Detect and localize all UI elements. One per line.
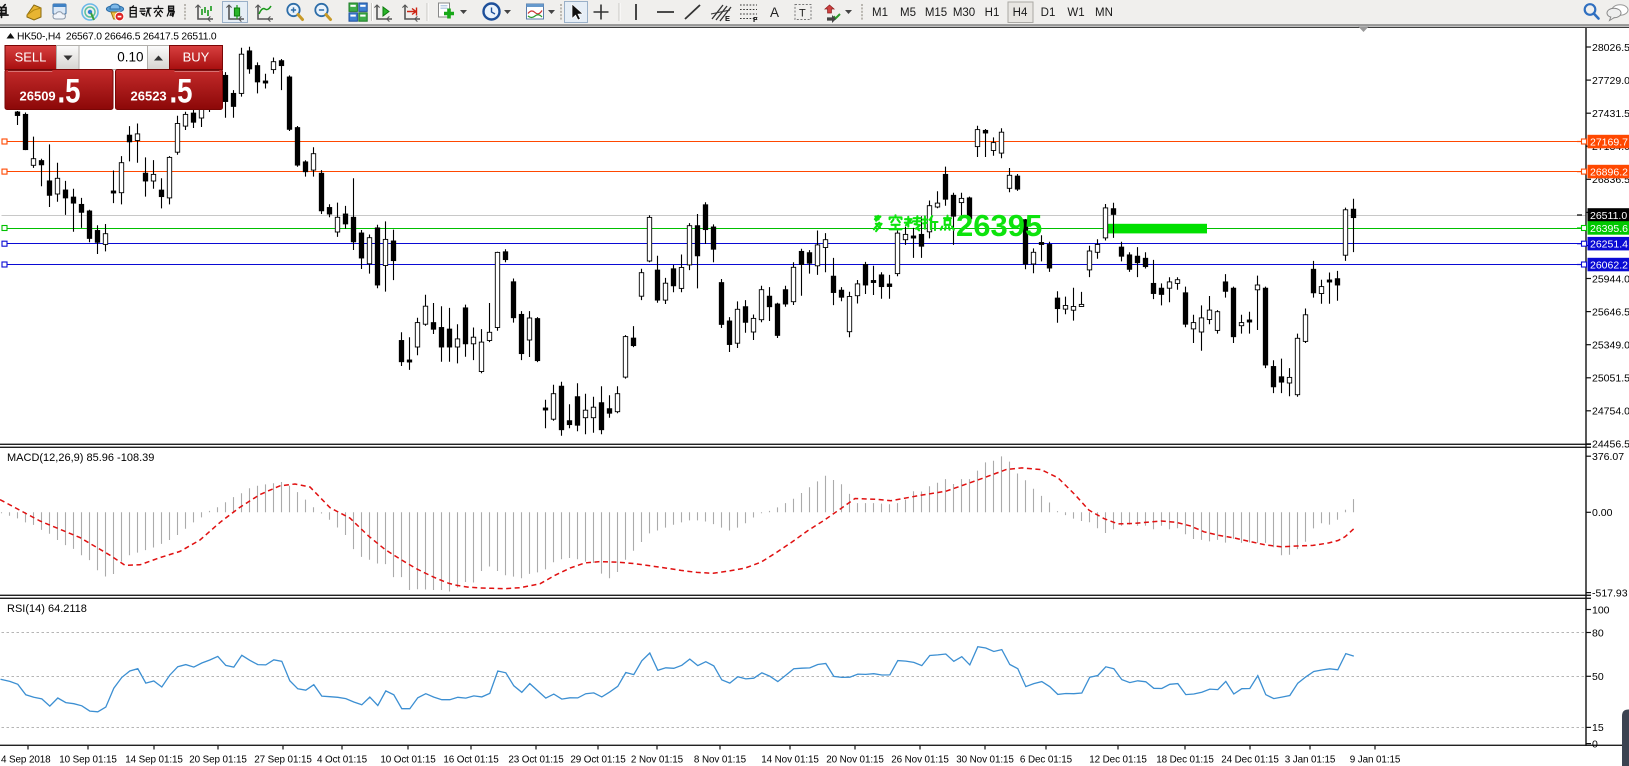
svg-text:H4: H4 (1013, 7, 1028, 19)
svg-text:26896.2: 26896.2 (1590, 166, 1628, 178)
svg-text:26251.4: 26251.4 (1590, 239, 1628, 251)
svg-text:MACD(12,26,9) 85.96 -108.39: MACD(12,26,9) 85.96 -108.39 (7, 452, 154, 464)
svg-text:RSI(14) 64.2118: RSI(14) 64.2118 (7, 603, 87, 615)
svg-text:F: F (753, 15, 758, 24)
svg-text:W1: W1 (1067, 7, 1084, 19)
svg-text:26 Nov 01:15: 26 Nov 01:15 (891, 755, 949, 766)
svg-text:25349.0: 25349.0 (1592, 340, 1629, 352)
svg-text:M1: M1 (872, 7, 888, 19)
svg-text:8 Nov 01:15: 8 Nov 01:15 (694, 755, 747, 766)
svg-text:24754.0: 24754.0 (1592, 406, 1629, 418)
svg-text:10 Sep 01:15: 10 Sep 01:15 (59, 755, 117, 766)
svg-text:27729.0: 27729.0 (1592, 75, 1629, 87)
svg-text:4 Sep 2018: 4 Sep 2018 (1, 755, 51, 766)
svg-text:14 Sep 01:15: 14 Sep 01:15 (125, 755, 183, 766)
svg-text:26509: 26509 (20, 89, 56, 104)
svg-text:M30: M30 (953, 7, 975, 19)
svg-text:50: 50 (1592, 671, 1604, 683)
svg-text:28026.5: 28026.5 (1592, 42, 1629, 54)
svg-text:4 Oct 01:15: 4 Oct 01:15 (317, 755, 368, 766)
svg-text:30 Nov 01:15: 30 Nov 01:15 (956, 755, 1014, 766)
svg-text:A: A (770, 5, 779, 20)
svg-text:2 Nov 01:15: 2 Nov 01:15 (631, 755, 684, 766)
svg-text:27431.5: 27431.5 (1592, 108, 1629, 120)
svg-text:14 Nov 01:15: 14 Nov 01:15 (761, 755, 819, 766)
svg-text:D1: D1 (1041, 7, 1056, 19)
svg-text:15: 15 (1592, 722, 1604, 734)
svg-text:26062.2: 26062.2 (1590, 259, 1628, 271)
svg-text:16 Oct 01:15: 16 Oct 01:15 (443, 755, 499, 766)
svg-text:26395: 26395 (956, 208, 1042, 243)
svg-text:0.10: 0.10 (117, 50, 143, 65)
svg-text:27169.7: 27169.7 (1590, 136, 1628, 148)
svg-text:9 Jan 01:15: 9 Jan 01:15 (1350, 755, 1401, 766)
svg-text:SELL: SELL (15, 50, 47, 65)
svg-text:M5: M5 (900, 7, 916, 19)
svg-text:26511.0: 26511.0 (1590, 210, 1627, 222)
svg-text:80: 80 (1592, 627, 1604, 639)
svg-text:24 Dec 01:15: 24 Dec 01:15 (1221, 755, 1279, 766)
svg-text:MN: MN (1095, 7, 1113, 19)
svg-text:24456.5: 24456.5 (1592, 439, 1629, 451)
svg-text:27 Sep 01:15: 27 Sep 01:15 (254, 755, 312, 766)
svg-text:26395.6: 26395.6 (1590, 223, 1628, 235)
svg-text:HK50-,H4 26567.0 26646.5 2641: HK50-,H4 26567.0 26646.5 26417.5 26511.0 (17, 32, 217, 43)
svg-text:E: E (725, 14, 730, 23)
svg-text:29 Oct 01:15: 29 Oct 01:15 (570, 755, 626, 766)
svg-text:.5: .5 (170, 73, 193, 111)
svg-text:3 Jan 01:15: 3 Jan 01:15 (1285, 755, 1336, 766)
svg-text:0: 0 (1592, 738, 1598, 750)
svg-text:10 Oct 01:15: 10 Oct 01:15 (380, 755, 436, 766)
svg-text:6 Dec 01:15: 6 Dec 01:15 (1020, 755, 1073, 766)
svg-text:26523: 26523 (131, 89, 167, 104)
svg-text:20 Nov 01:15: 20 Nov 01:15 (826, 755, 884, 766)
svg-text:18 Dec 01:15: 18 Dec 01:15 (1156, 755, 1214, 766)
svg-text:-517.93: -517.93 (1592, 587, 1628, 599)
svg-text:376.07: 376.07 (1592, 451, 1624, 463)
svg-text:100: 100 (1592, 604, 1610, 616)
svg-text:M15: M15 (925, 7, 947, 19)
svg-text:12 Dec 01:15: 12 Dec 01:15 (1089, 755, 1147, 766)
svg-text:T: T (799, 8, 806, 20)
svg-text:H1: H1 (985, 7, 1000, 19)
svg-text:25944.0: 25944.0 (1592, 273, 1629, 285)
svg-text:.5: .5 (58, 73, 81, 111)
svg-text:0.00: 0.00 (1592, 507, 1613, 519)
svg-text:25051.5: 25051.5 (1592, 373, 1629, 385)
svg-text:BUY: BUY (183, 50, 210, 65)
svg-text:25646.5: 25646.5 (1592, 306, 1629, 318)
svg-text:23 Oct 01:15: 23 Oct 01:15 (508, 755, 564, 766)
svg-text:20 Sep 01:15: 20 Sep 01:15 (189, 755, 247, 766)
